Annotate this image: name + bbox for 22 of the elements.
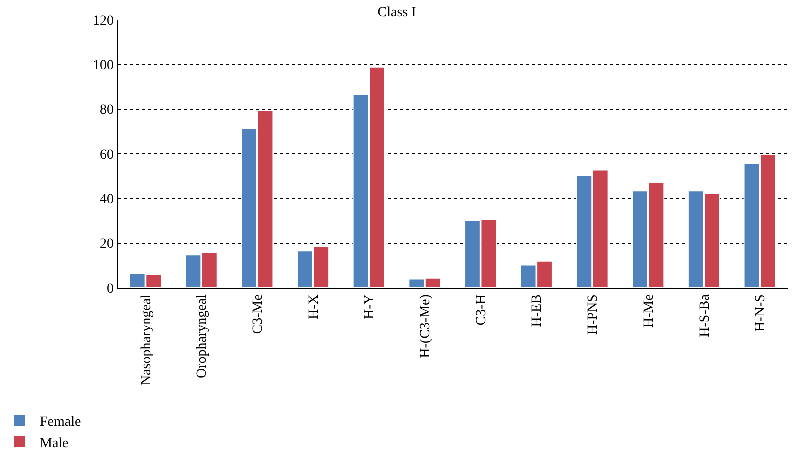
y-tick-label: 120 <box>93 14 114 29</box>
x-tick-label: H-(C3-Me) <box>418 294 434 358</box>
x-tick-label: H-X <box>306 294 322 320</box>
y-tick-label: 60 <box>100 148 114 163</box>
legend-label: Male <box>40 436 69 452</box>
y-tick-label: 0 <box>107 282 114 297</box>
y-tick-label: 20 <box>100 237 114 252</box>
x-tick-label: H-N-S <box>754 294 769 332</box>
legend-label: Female <box>40 415 82 430</box>
y-tick-label: 80 <box>100 103 114 118</box>
x-tick-label: H-S-Ba <box>698 294 713 338</box>
x-tick-label: Nasopharyngeal <box>139 294 154 386</box>
x-tick-label: H-EB <box>530 294 546 328</box>
y-tick-label: 40 <box>100 192 114 208</box>
x-tick-label: H-Y <box>362 294 378 320</box>
chart-title: Class I <box>378 6 417 21</box>
x-tick-label: H-Me <box>642 294 657 328</box>
x-tick-label: C3-Me <box>250 294 266 334</box>
x-tick-label: Oropharyngeal <box>195 294 210 379</box>
x-tick-label: H-PNS <box>586 294 602 336</box>
y-tick-label: 100 <box>93 58 114 74</box>
x-tick-label: C3-H <box>474 294 490 326</box>
